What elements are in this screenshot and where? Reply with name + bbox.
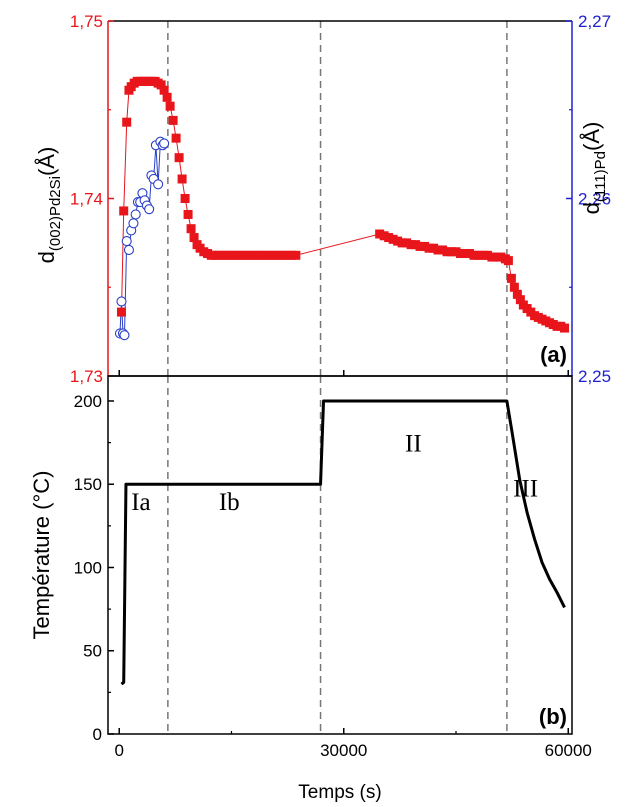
- square-point-1: [119, 206, 129, 216]
- stage-label-1: Ib: [219, 489, 240, 516]
- square-point-22: [180, 194, 190, 203]
- panel-b-temperature-curve: [120, 399, 566, 686]
- panel-a-left-ticks: 1,73 1,74 1,75: [70, 12, 114, 386]
- left-tick-label-0: 1,73: [70, 367, 103, 386]
- square-point-83: [515, 295, 525, 305]
- circle-point-5: [123, 244, 135, 256]
- stage-label-2: II: [405, 431, 422, 458]
- x-tick-label-0: 0: [114, 741, 123, 760]
- square-point-17: [165, 101, 175, 111]
- square-point-20: [174, 153, 184, 163]
- circle-point-21: [159, 138, 170, 149]
- y-tick-label-1: 50: [83, 642, 102, 661]
- panel-a-guide-lines: [167, 21, 508, 376]
- left-y-axis-title-sub: (002)Pd2Si: [47, 176, 64, 251]
- right-y-axis-title: d(111)Pd(Å): [579, 122, 609, 215]
- right-tick-label-2: 2,27: [578, 12, 611, 31]
- y-tick-label-2: 100: [74, 558, 102, 577]
- square-point-18: [168, 115, 178, 125]
- square-point-79: [503, 256, 513, 266]
- panel-b-y-ticks: 0 50 100 150 200: [74, 392, 114, 744]
- left-y-axis-title-unit: (Å): [34, 147, 59, 176]
- panel-b-tag: (b): [539, 704, 567, 729]
- square-point-0: [116, 307, 126, 317]
- panel-a-tag: (a): [540, 342, 567, 367]
- left-tick-label-1: 1,74: [70, 190, 103, 209]
- circle-point-7: [128, 218, 139, 229]
- y-axis-title-temperature: Température (°C): [29, 471, 54, 640]
- panel-a-connecting-lines: [119, 80, 565, 337]
- left-y-axis-title: d(002)Pd2Si(Å): [34, 147, 64, 264]
- right-tick-label-1: 2,26: [578, 190, 611, 209]
- panel-b-guide-lines: [167, 376, 508, 734]
- circle-point-18: [153, 179, 164, 190]
- left-y-axis-title-main: d: [34, 251, 59, 263]
- y-tick-label-4: 200: [74, 392, 102, 411]
- y-tick-label-3: 150: [74, 475, 102, 494]
- square-point-49: [291, 250, 301, 260]
- panel-a-data-points: [114, 76, 570, 341]
- right-y-axis-title-sub: (111)Pd: [592, 151, 609, 202]
- square-point-80: [506, 273, 516, 283]
- square-point-24: [186, 224, 196, 234]
- panel-b-x-ticks: 0 30000 60000: [114, 728, 592, 760]
- left-tick-label-2: 1,75: [70, 12, 103, 31]
- x-tick-label-1: 30000: [320, 741, 367, 760]
- panel-b-frame: [107, 375, 573, 735]
- square-point-16: [162, 92, 172, 102]
- circle-point-4: [121, 236, 132, 247]
- panel-a-right-ticks: 2,25 2,26 2,27: [118, 12, 611, 386]
- temperature-line: [120, 399, 566, 686]
- square-point-2: [122, 117, 132, 127]
- right-y-axis-title-unit: (Å): [579, 122, 604, 151]
- stage-label-3: III: [513, 476, 538, 503]
- circle-point-1: [116, 296, 127, 307]
- square-point-15: [159, 85, 169, 95]
- panel-a: 1,731,741,75 2,252,262,27 (a) d(002)Pd2S…: [34, 12, 611, 386]
- square-point-21: [177, 174, 187, 184]
- square-point-14: [156, 80, 166, 90]
- stage-label-0: Ia: [131, 489, 150, 516]
- square-point-95: [560, 323, 570, 333]
- square-point-82: [512, 289, 522, 299]
- x-axis-title: Temps (s): [298, 782, 381, 803]
- circle-point-8: [130, 209, 141, 220]
- right-y-axis-title-main: d: [579, 202, 604, 214]
- x-tick-label-2: 60000: [545, 741, 592, 760]
- square-point-19: [171, 133, 181, 143]
- square-point-81: [509, 282, 519, 292]
- circle-point-3: [119, 330, 130, 341]
- square-series-line: [120, 80, 565, 329]
- right-tick-label-0: 2,25: [578, 367, 611, 386]
- square-point-23: [183, 209, 193, 219]
- y-tick-label-0: 0: [93, 725, 102, 744]
- square-point-25: [189, 233, 199, 243]
- circle-point-14: [144, 204, 155, 215]
